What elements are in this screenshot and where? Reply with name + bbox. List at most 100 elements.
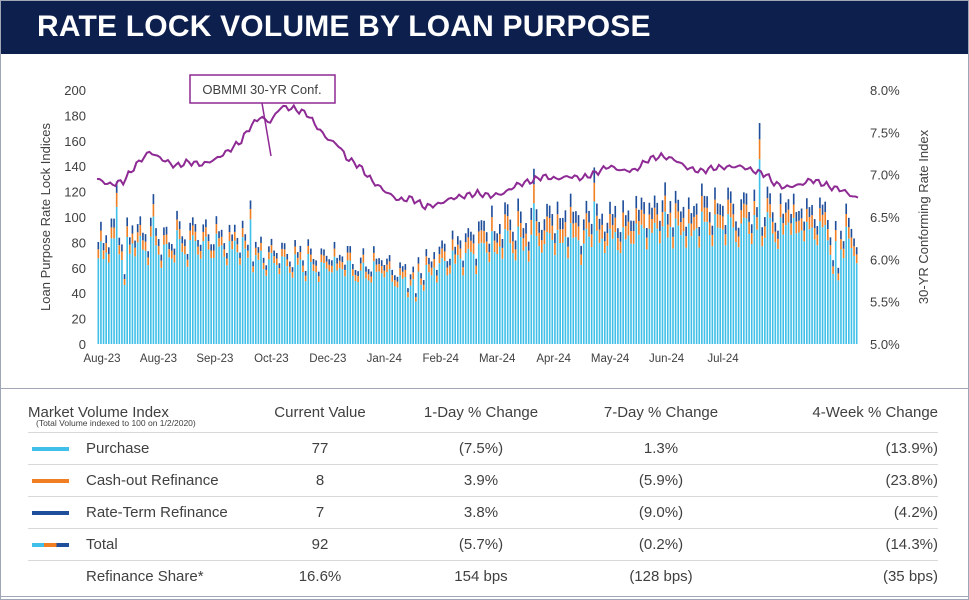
- bar-purchase: [207, 249, 210, 344]
- annotation-box: [189, 74, 336, 104]
- bar-purchase: [514, 260, 517, 344]
- rate-lock-chart: 0 20 40 60 80 100 120 140 160 180 200 5.0% 5.5% 6.0% 6…: [38, 74, 931, 365]
- bar-rateterm: [669, 201, 672, 213]
- bar-rateterm: [462, 260, 464, 268]
- bar-purchase: [260, 250, 262, 344]
- bar-purchase: [378, 271, 380, 344]
- bar-rateterm: [268, 246, 270, 253]
- bar-cashout: [556, 214, 559, 230]
- bar-rateterm: [509, 219, 512, 231]
- bar-rateterm: [834, 220, 837, 231]
- bar-purchase: [771, 233, 774, 344]
- bar-cashout: [585, 213, 588, 229]
- bar-rateterm: [512, 231, 514, 242]
- bar-cashout: [160, 260, 163, 268]
- bar-rateterm: [556, 201, 559, 215]
- bar-rateterm: [459, 240, 462, 249]
- bar-purchase: [593, 201, 596, 344]
- bar-rateterm: [824, 201, 827, 213]
- bottom-divider: [1, 596, 968, 597]
- bar-cashout: [359, 263, 362, 271]
- bar-purchase: [632, 243, 635, 344]
- bar-cashout: [848, 227, 850, 239]
- bar-rateterm: [795, 212, 798, 222]
- bar-purchase: [485, 252, 488, 344]
- bar-cashout: [845, 214, 848, 227]
- bar-rateterm: [464, 233, 467, 243]
- bar-purchase: [239, 264, 241, 344]
- bar-cashout: [624, 226, 627, 240]
- bar-purchase: [165, 243, 168, 344]
- bar-purchase: [664, 211, 666, 344]
- bar-purchase: [483, 243, 485, 344]
- bar-rateterm: [480, 220, 483, 231]
- bar-rateterm: [603, 231, 606, 242]
- bar-cashout: [433, 259, 436, 268]
- bar-rateterm: [352, 263, 354, 270]
- bar-cashout: [798, 220, 800, 233]
- bar-cashout: [501, 247, 504, 259]
- bar-rateterm: [517, 198, 519, 212]
- bar-cashout: [491, 217, 493, 232]
- bar-purchase: [782, 234, 785, 344]
- bar-cashout: [472, 243, 475, 255]
- x-tick-label: Jul-24: [707, 353, 739, 365]
- bar-cashout: [275, 258, 278, 266]
- bar-purchase: [428, 272, 430, 344]
- bar-purchase: [666, 237, 669, 344]
- bar-rateterm: [695, 203, 698, 215]
- bar-cashout: [577, 226, 580, 241]
- bar-rateterm: [212, 244, 215, 251]
- bar-purchase: [436, 282, 438, 344]
- bar-rateterm: [170, 244, 173, 251]
- bar-rateterm: [370, 271, 373, 277]
- bar-rateterm: [123, 274, 126, 280]
- bar-rateterm: [687, 197, 690, 210]
- bar-purchase: [126, 236, 128, 344]
- bar-rateterm: [787, 199, 790, 210]
- bar-cashout: [412, 272, 415, 280]
- bar-cashout: [530, 219, 533, 235]
- bar-purchase: [289, 272, 291, 344]
- bar-cashout: [645, 237, 648, 250]
- bar-rateterm: [737, 227, 740, 237]
- bar-cashout: [832, 266, 834, 274]
- bar-cashout: [837, 273, 840, 281]
- bar-cashout: [756, 217, 758, 230]
- bar-cashout: [383, 270, 386, 278]
- bar-rateterm: [451, 230, 454, 240]
- bar-rateterm: [412, 266, 415, 273]
- bar-cashout: [782, 223, 785, 235]
- bar-rateterm: [677, 199, 680, 212]
- bar-cashout: [336, 263, 338, 271]
- bar-cashout: [695, 214, 698, 229]
- bar-rateterm: [653, 195, 656, 208]
- bar-rateterm: [635, 195, 638, 209]
- bar-rateterm: [766, 186, 769, 199]
- bar-cashout: [533, 184, 535, 204]
- annotation-label: OBMMI 30-YR Conf.: [202, 82, 321, 97]
- bar-rateterm: [648, 202, 651, 215]
- bar-rateterm: [128, 237, 131, 245]
- bar-purchase: [163, 244, 165, 344]
- bar-cashout: [281, 248, 283, 257]
- bar-purchase: [218, 246, 220, 344]
- bar-cashout: [470, 240, 472, 252]
- bar-cashout: [580, 254, 582, 265]
- bar-cashout: [653, 207, 656, 223]
- bar-purchase: [367, 280, 370, 344]
- one-day-change: 3.9%: [386, 464, 576, 497]
- bar-rateterm: [454, 246, 457, 255]
- seven-day-change: (9.0%): [576, 496, 746, 529]
- bar-cashout: [105, 243, 107, 253]
- bar-rateterm: [428, 257, 430, 265]
- bar-cashout: [331, 265, 333, 273]
- bar-rateterm: [596, 203, 598, 216]
- bar-cashout: [441, 248, 443, 259]
- bar-cashout: [596, 215, 598, 231]
- bar-purchase: [853, 255, 855, 344]
- bar-rateterm: [530, 207, 533, 220]
- bar-rateterm: [121, 244, 123, 252]
- bar-purchase: [265, 275, 268, 344]
- bar-cashout: [233, 231, 236, 241]
